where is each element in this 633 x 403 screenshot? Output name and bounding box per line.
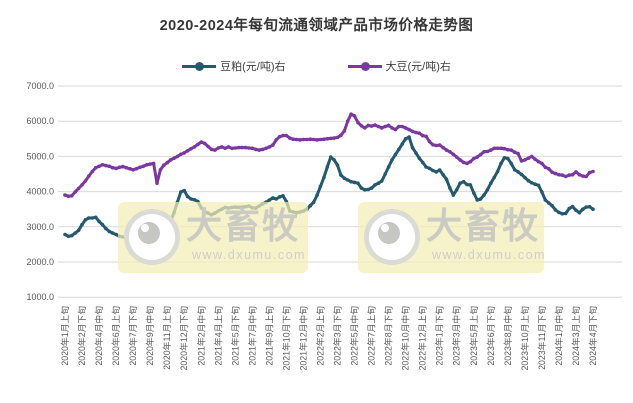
svg-text:3000.0: 3000.0 (26, 222, 54, 232)
svg-text:2022年8月下旬: 2022年8月下旬 (383, 306, 394, 366)
series-dadou (63, 112, 595, 198)
legend-label-dadou: 大豆(元/吨)右 (385, 61, 451, 73)
doupo-line-marker-icon (182, 61, 217, 71)
svg-text:2021年2月中旬: 2021年2月中旬 (195, 306, 206, 366)
svg-text:2020年9月中旬: 2020年9月中旬 (144, 306, 155, 366)
svg-text:2020年2月下旬: 2020年2月下旬 (76, 306, 87, 366)
svg-text:2022年5月中旬: 2022年5月中旬 (349, 306, 360, 366)
chart-title: 2020-2024年每旬流通领域产品市场价格走势图 (159, 18, 474, 34)
svg-text:2020年4月中旬: 2020年4月中旬 (93, 306, 104, 366)
svg-text:2020年12月下旬: 2020年12月下旬 (178, 306, 189, 371)
svg-text:2023年10月上旬: 2023年10月上旬 (519, 306, 530, 371)
svg-text:2023年8月中旬: 2023年8月中旬 (502, 306, 513, 366)
svg-text:2020年11月上旬: 2020年11月上旬 (161, 306, 172, 370)
svg-text:2020年6月上旬: 2020年6月上旬 (110, 306, 121, 366)
svg-text:2020年7月下旬: 2020年7月下旬 (127, 306, 138, 366)
svg-text:2023年11月下旬: 2023年11月下旬 (536, 306, 547, 370)
dadou-line-marker-icon (347, 61, 382, 71)
svg-text:2021年9月上旬: 2021年9月上旬 (263, 306, 274, 366)
svg-text:2024年4月下旬: 2024年4月下旬 (587, 306, 598, 366)
svg-text:4000.0: 4000.0 (26, 187, 54, 197)
legend: 豆粕(元/吨)右 大豆(元/吨)右 (0, 58, 633, 74)
svg-text:2021年4月上旬: 2021年4月上旬 (212, 306, 223, 366)
svg-text:2022年2月上旬: 2022年2月上旬 (314, 306, 325, 366)
svg-text:7000.0: 7000.0 (26, 81, 54, 91)
y-gridlines (58, 85, 622, 298)
legend-item-dadou: 大豆(元/吨)右 (347, 58, 451, 74)
svg-text:2022年12月上旬: 2022年12月上旬 (417, 306, 428, 371)
svg-text:2021年7月中旬: 2021年7月中旬 (246, 306, 257, 366)
y-axis-labels: 7000.0 6000.0 5000.0 4000.0 3000.0 2000.0 1000… (26, 81, 54, 302)
svg-text:2021年5月下旬: 2021年5月下旬 (229, 306, 240, 366)
svg-text:2000.0: 2000.0 (26, 257, 54, 267)
svg-text:2022年3月下旬: 2022年3月下旬 (332, 306, 343, 366)
legend-item-doupo: 豆粕(元/吨)右 (182, 58, 286, 74)
legend-label-doupo: 豆粕(元/吨)右 (220, 61, 286, 73)
svg-text:2023年5月上旬: 2023年5月上旬 (468, 306, 479, 366)
svg-text:5000.0: 5000.0 (26, 151, 54, 161)
svg-text:2024年3月上旬: 2024年3月上旬 (570, 306, 581, 366)
x-axis-labels: 2020年1月上旬 2020年2月下旬 2020年4月中旬 2020年6月上旬 2020… (59, 306, 598, 371)
svg-text:2023年3月中旬: 2023年3月中旬 (451, 306, 462, 366)
svg-text:2022年7月上旬: 2022年7月上旬 (366, 306, 377, 366)
svg-text:2021年10月下旬: 2021年10月下旬 (280, 306, 291, 371)
svg-text:2021年12月中旬: 2021年12月中旬 (297, 306, 308, 371)
svg-text:2024年1月中旬: 2024年1月中旬 (553, 306, 564, 366)
svg-text:2023年1月下旬: 2023年1月下旬 (434, 306, 445, 366)
svg-text:1000.0: 1000.0 (26, 292, 54, 302)
svg-text:2022年10月中旬: 2022年10月中旬 (400, 306, 411, 371)
svg-text:2020年1月上旬: 2020年1月上旬 (59, 306, 70, 366)
svg-text:2023年6月下旬: 2023年6月下旬 (485, 306, 496, 366)
svg-text:6000.0: 6000.0 (26, 116, 54, 126)
